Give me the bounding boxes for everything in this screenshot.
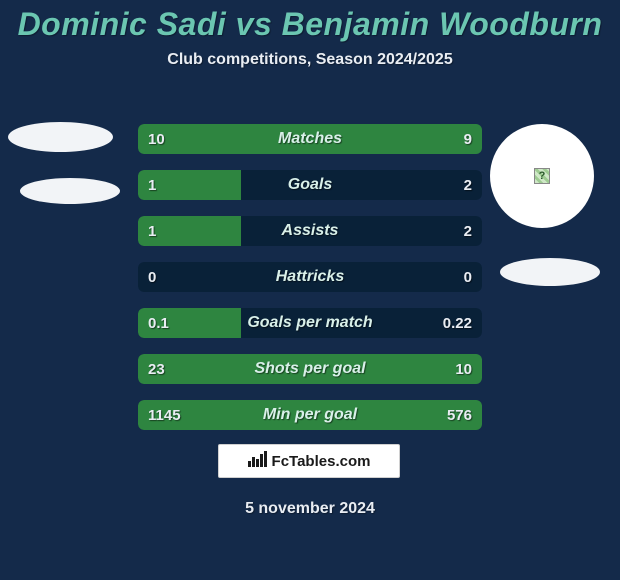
stat-row: 12Goals	[138, 170, 482, 200]
stat-row: 00Hattricks	[138, 262, 482, 292]
stat-label: Matches	[138, 124, 482, 154]
bars-icon	[248, 451, 268, 471]
stat-label: Assists	[138, 216, 482, 246]
stat-row: 2310Shots per goal	[138, 354, 482, 384]
content-root: Dominic Sadi vs Benjamin Woodburn Club c…	[0, 0, 620, 580]
decor-ellipse-left-1	[8, 122, 113, 152]
stat-row: 1145576Min per goal	[138, 400, 482, 430]
subtitle: Club competitions, Season 2024/2025	[0, 51, 620, 69]
stat-label: Hattricks	[138, 262, 482, 292]
stat-row: 109Matches	[138, 124, 482, 154]
stat-label: Min per goal	[138, 400, 482, 430]
stat-row: 0.10.22Goals per match	[138, 308, 482, 338]
stat-label: Goals	[138, 170, 482, 200]
avatar-right: ?	[490, 124, 594, 228]
stats-container: 109Matches 12Goals 12Assists 00Hattricks 0.1…	[138, 124, 482, 430]
date-text: 5 november 2024	[0, 500, 620, 518]
decor-ellipse-right	[500, 258, 600, 286]
stat-label: Shots per goal	[138, 354, 482, 384]
page-title: Dominic Sadi vs Benjamin Woodburn	[0, 0, 620, 43]
stat-label: Goals per match	[138, 308, 482, 338]
stat-row: 12Assists	[138, 216, 482, 246]
avatar-placeholder-icon: ?	[534, 168, 550, 184]
logo-text: FcTables.com	[272, 453, 371, 470]
fctables-logo: FcTables.com	[218, 444, 400, 478]
decor-ellipse-left-2	[20, 178, 120, 204]
